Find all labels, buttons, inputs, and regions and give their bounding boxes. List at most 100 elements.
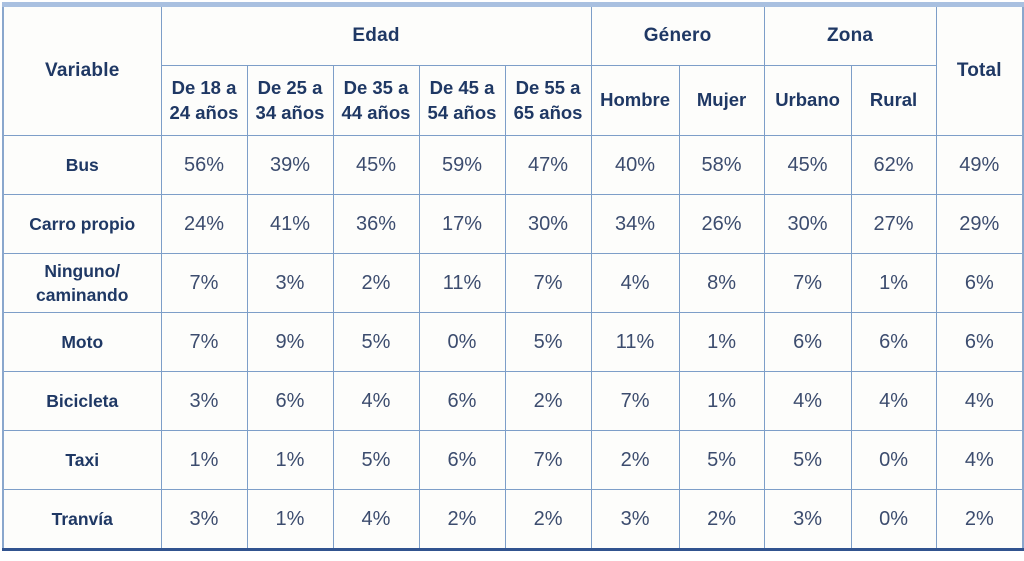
row-label: Bicicleta xyxy=(2,371,162,431)
cell-value: 4% xyxy=(763,371,852,431)
column-header-total: Total xyxy=(935,4,1024,136)
column-group-edad: Edad xyxy=(160,4,592,66)
cell-value: 2% xyxy=(590,430,680,490)
cell-value: 3% xyxy=(763,489,852,550)
cell-value: 56% xyxy=(160,135,248,195)
cell-value: 30% xyxy=(763,194,852,254)
table-row: Tranvía 3% 1% 4% 2% 2% 3% 2% 3% 0% 2% xyxy=(2,489,1024,550)
row-label: Taxi xyxy=(2,430,162,490)
cell-value: 5% xyxy=(504,312,592,372)
row-label: Bus xyxy=(2,135,162,195)
table-header: Variable Edad Género Zona Total De 18 a … xyxy=(2,4,1024,136)
cell-value: 1% xyxy=(160,430,248,490)
table-row: Bicicleta 3% 6% 4% 6% 2% 7% 1% 4% 4% 4% xyxy=(2,371,1024,431)
cell-value: 1% xyxy=(850,253,937,313)
column-header-variable: Variable xyxy=(2,4,162,136)
cell-value: 34% xyxy=(590,194,680,254)
cell-value: 36% xyxy=(332,194,420,254)
cell-value: 1% xyxy=(246,430,334,490)
cell-value: 1% xyxy=(246,489,334,550)
cell-value: 2% xyxy=(418,489,506,550)
cell-value: 3% xyxy=(160,371,248,431)
cell-value: 2% xyxy=(935,489,1024,550)
row-label: Tranvía xyxy=(2,489,162,550)
row-label: Moto xyxy=(2,312,162,372)
column-header-hombre: Hombre xyxy=(590,65,680,136)
cell-value: 6% xyxy=(418,371,506,431)
column-header-age-25-34: De 25 a 34 años xyxy=(246,65,334,136)
table-row: Carro propio 24% 41% 36% 17% 30% 34% 26%… xyxy=(2,194,1024,254)
cell-value: 29% xyxy=(935,194,1024,254)
table-row: Taxi 1% 1% 5% 6% 7% 2% 5% 5% 0% 4% xyxy=(2,430,1024,490)
column-header-age-55-65: De 55 a 65 años xyxy=(504,65,592,136)
cell-value: 11% xyxy=(590,312,680,372)
cell-value: 3% xyxy=(590,489,680,550)
cell-value: 45% xyxy=(763,135,852,195)
column-header-rural: Rural xyxy=(850,65,937,136)
cell-value: 7% xyxy=(160,253,248,313)
cell-value: 2% xyxy=(504,371,592,431)
cell-value: 4% xyxy=(935,430,1024,490)
cell-value: 4% xyxy=(935,371,1024,431)
cell-value: 6% xyxy=(850,312,937,372)
cell-value: 7% xyxy=(504,430,592,490)
cell-value: 4% xyxy=(850,371,937,431)
cell-value: 6% xyxy=(935,312,1024,372)
column-header-age-45-54: De 45 a 54 años xyxy=(418,65,506,136)
cell-value: 6% xyxy=(246,371,334,431)
table-row: Ninguno/ caminando 7% 3% 2% 11% 7% 4% 8%… xyxy=(2,253,1024,313)
cell-value: 58% xyxy=(678,135,765,195)
cell-value: 41% xyxy=(246,194,334,254)
cell-value: 6% xyxy=(418,430,506,490)
cell-value: 39% xyxy=(246,135,334,195)
cell-value: 1% xyxy=(678,371,765,431)
table-body: Bus 56% 39% 45% 59% 47% 40% 58% 45% 62% … xyxy=(2,135,1024,550)
cell-value: 5% xyxy=(332,430,420,490)
table-row: Bus 56% 39% 45% 59% 47% 40% 58% 45% 62% … xyxy=(2,135,1024,195)
cell-value: 24% xyxy=(160,194,248,254)
header-group-row: Variable Edad Género Zona Total xyxy=(2,4,1024,136)
cell-value: 0% xyxy=(850,489,937,550)
header-sub-row: De 18 a 24 años De 25 a 34 años De 35 a … xyxy=(3,65,1023,136)
cell-value: 7% xyxy=(590,371,680,431)
cell-value: 1% xyxy=(678,312,765,372)
column-group-zona: Zona xyxy=(763,4,937,66)
row-label: Ninguno/ caminando xyxy=(2,253,162,313)
cell-value: 5% xyxy=(763,430,852,490)
cell-value: 0% xyxy=(418,312,506,372)
cell-value: 4% xyxy=(332,489,420,550)
cell-value: 47% xyxy=(504,135,592,195)
column-header-mujer: Mujer xyxy=(678,65,765,136)
cell-value: 5% xyxy=(332,312,420,372)
cell-value: 7% xyxy=(160,312,248,372)
cell-value: 3% xyxy=(246,253,334,313)
cell-value: 7% xyxy=(763,253,852,313)
cell-value: 4% xyxy=(590,253,680,313)
cell-value: 6% xyxy=(763,312,852,372)
cell-value: 30% xyxy=(504,194,592,254)
cell-value: 45% xyxy=(332,135,420,195)
survey-results-table: Variable Edad Género Zona Total De 18 a … xyxy=(2,2,1024,551)
column-header-age-35-44: De 35 a 44 años xyxy=(332,65,420,136)
cell-value: 2% xyxy=(504,489,592,550)
cell-value: 27% xyxy=(850,194,937,254)
row-label: Carro propio xyxy=(2,194,162,254)
cell-value: 5% xyxy=(678,430,765,490)
cell-value: 49% xyxy=(935,135,1024,195)
column-header-age-18-24: De 18 a 24 años xyxy=(160,65,248,136)
cell-value: 0% xyxy=(850,430,937,490)
cell-value: 40% xyxy=(590,135,680,195)
column-group-genero: Género xyxy=(590,4,765,66)
cell-value: 11% xyxy=(418,253,506,313)
cell-value: 62% xyxy=(850,135,937,195)
cell-value: 2% xyxy=(678,489,765,550)
table-row: Moto 7% 9% 5% 0% 5% 11% 1% 6% 6% 6% xyxy=(2,312,1024,372)
cell-value: 2% xyxy=(332,253,420,313)
cell-value: 59% xyxy=(418,135,506,195)
cell-value: 3% xyxy=(160,489,248,550)
cell-value: 8% xyxy=(678,253,765,313)
column-header-urbano: Urbano xyxy=(763,65,852,136)
cell-value: 26% xyxy=(678,194,765,254)
cell-value: 17% xyxy=(418,194,506,254)
